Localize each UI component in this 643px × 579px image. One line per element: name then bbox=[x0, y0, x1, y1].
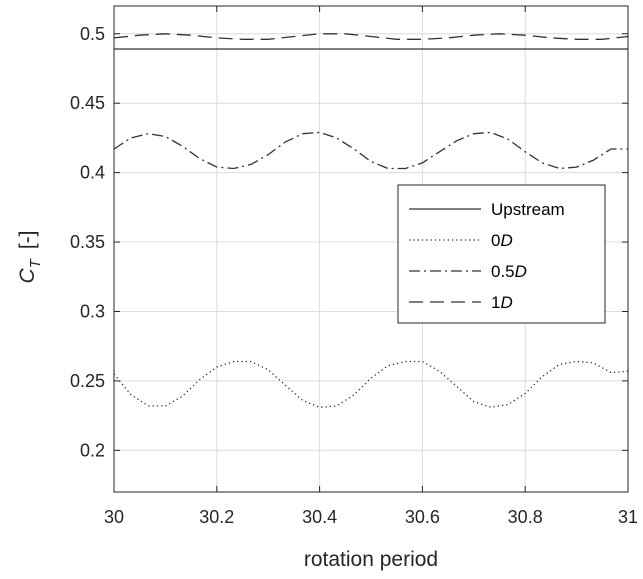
x-tick-label: 31 bbox=[618, 507, 638, 527]
y-tick-label: 0.2 bbox=[80, 440, 105, 460]
x-tick-label: 30 bbox=[104, 507, 124, 527]
series-line-dotted bbox=[113, 360, 629, 408]
y-tick-label: 0.5 bbox=[80, 24, 105, 44]
series-group bbox=[113, 33, 629, 408]
y-tick-label: 0.25 bbox=[70, 371, 105, 391]
x-tick-label: 30.2 bbox=[199, 507, 234, 527]
legend: Upstream 0D 0.5D 1D bbox=[397, 184, 606, 324]
legend-label: Upstream bbox=[491, 200, 565, 219]
y-axis-label-subscript: T bbox=[27, 257, 44, 268]
x-tick-label: 30.8 bbox=[508, 507, 543, 527]
plot-frame bbox=[113, 5, 629, 493]
series-line-dashed bbox=[113, 33, 629, 40]
series-line-dashdot bbox=[113, 131, 628, 170]
x-tick-label: 30.4 bbox=[302, 507, 337, 527]
y-tick-label: 0.4 bbox=[80, 163, 105, 183]
tick-labels: 30 30.2 30.4 30.6 30.8 31 0.2 0.25 0.3 0.35 0.4 0.4… bbox=[70, 24, 638, 527]
ticks bbox=[113, 6, 629, 492]
legend-items: Upstream 0D 0.5D 1D bbox=[409, 200, 565, 312]
y-axis-label: CT [-] bbox=[16, 230, 44, 283]
y-tick-label: 0.3 bbox=[80, 301, 105, 321]
legend-label: 1D bbox=[491, 293, 513, 312]
y-axis-label-unit: [-] bbox=[16, 230, 39, 249]
x-tick-label: 30.6 bbox=[405, 507, 440, 527]
legend-label: 0D bbox=[491, 231, 513, 250]
legend-box bbox=[397, 184, 606, 324]
y-axis-label-main: C bbox=[16, 268, 39, 284]
y-tick-label: 0.35 bbox=[70, 232, 105, 252]
y-tick-label: 0.45 bbox=[70, 93, 105, 113]
legend-label: 0.5D bbox=[491, 262, 527, 281]
x-axis-label: rotation period bbox=[304, 548, 438, 571]
